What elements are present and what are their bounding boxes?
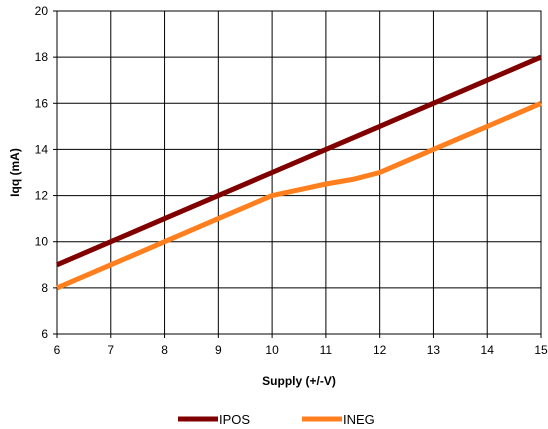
- x-tick-label: 7: [107, 343, 114, 357]
- x-tick-label: 11: [320, 343, 333, 357]
- legend-label-ineg: INEG: [343, 412, 375, 427]
- y-tick-label: 10: [35, 235, 49, 249]
- y-tick-label: 18: [35, 50, 49, 64]
- x-tick-label: 9: [215, 343, 222, 357]
- legend: IPOS INEG: [178, 412, 375, 427]
- x-tick-label: 10: [265, 343, 279, 357]
- data-series: [56, 54, 542, 291]
- x-tick-label: 13: [427, 343, 441, 357]
- x-axis-title: Supply (+/-V): [262, 374, 336, 388]
- x-tick-labels: 6 7 8 9 10 11 12 13 14 15: [54, 334, 548, 357]
- y-tick-label: 14: [35, 142, 49, 156]
- x-tick-label: 8: [161, 343, 168, 357]
- y-axis-title: Iqq (mA): [8, 148, 22, 197]
- x-tick-label: 6: [54, 343, 61, 357]
- series-line-ipos: [56, 54, 542, 268]
- y-tick-label: 6: [41, 327, 48, 341]
- y-tick-label: 8: [41, 281, 48, 295]
- legend-label-ipos: IPOS: [219, 412, 250, 427]
- x-tick-label: 15: [534, 343, 548, 357]
- series-line-ineg: [56, 101, 542, 291]
- y-tick-labels: 6 8 10 12 14 16 18 20: [35, 4, 57, 341]
- y-tick-label: 16: [35, 96, 49, 110]
- x-tick-label: 14: [481, 343, 495, 357]
- y-tick-label: 12: [35, 189, 49, 203]
- x-tick-label: 12: [373, 343, 387, 357]
- y-tick-label: 20: [35, 4, 49, 18]
- plot-area: [56, 10, 542, 335]
- grid-lines: [56, 10, 542, 335]
